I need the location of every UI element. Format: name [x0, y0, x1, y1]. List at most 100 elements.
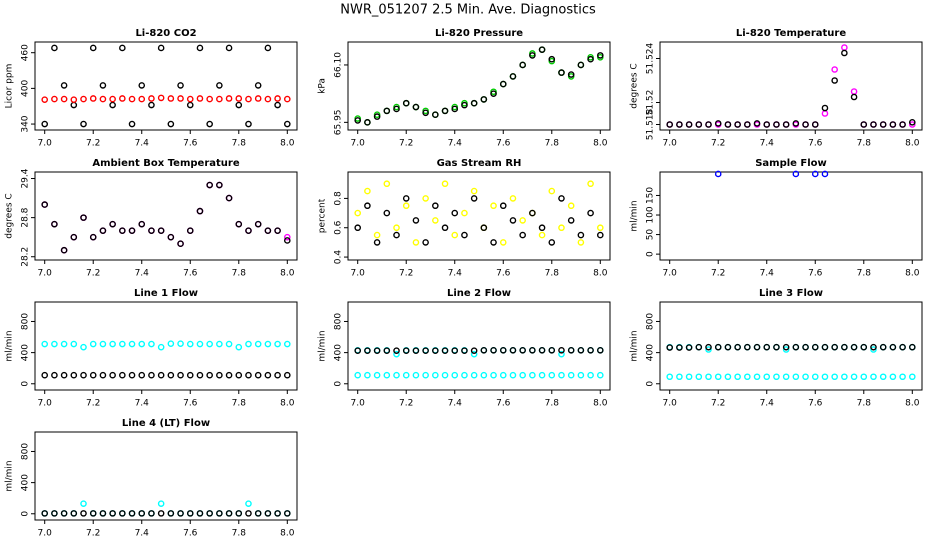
- data-point: [480, 371, 488, 379]
- y-axis-label: degrees C: [630, 63, 640, 108]
- data-point: [264, 371, 272, 379]
- data-point: [99, 340, 107, 348]
- data-point: [177, 95, 184, 102]
- data-point: [685, 373, 693, 381]
- data-point: [157, 94, 165, 102]
- data-point: [51, 95, 58, 103]
- data-point: [802, 343, 809, 351]
- data-point: [225, 371, 233, 379]
- data-point: [167, 510, 175, 517]
- data-point: [89, 340, 97, 348]
- y-axis-label: ml/min: [5, 330, 15, 361]
- y-tick-label: 800: [646, 313, 656, 330]
- y-tick-label: 0.4: [334, 250, 344, 265]
- data-point: [283, 510, 291, 517]
- data-point: [80, 214, 87, 221]
- data-point: [422, 371, 429, 379]
- data-point: [138, 95, 146, 103]
- y-axis-label: ml/min: [630, 330, 640, 361]
- data-point: [119, 44, 126, 52]
- data-point: [383, 209, 391, 217]
- plot-frame: [347, 301, 611, 391]
- y-tick-label: 0.8: [334, 191, 344, 206]
- data-point: [685, 344, 693, 351]
- data-point: [666, 373, 674, 381]
- data-point: [364, 202, 371, 210]
- plot-frame: [34, 41, 298, 131]
- data-point: [138, 340, 146, 348]
- data-point: [587, 209, 594, 217]
- data-point: [782, 373, 790, 381]
- data-point: [666, 121, 674, 128]
- data-point: [441, 224, 449, 232]
- data-point: [490, 202, 497, 210]
- data-point: [254, 220, 262, 228]
- data-point: [908, 373, 916, 381]
- data-point: [821, 373, 829, 381]
- x-tick-label: 7.8: [545, 269, 560, 279]
- data-point: [109, 340, 116, 348]
- x-tick-label: 7.8: [857, 399, 872, 409]
- y-axis-label: percent: [318, 198, 328, 233]
- y-tick-label: 150: [646, 187, 656, 204]
- data-point: [89, 510, 97, 517]
- data-point: [99, 371, 107, 379]
- data-point: [870, 346, 877, 353]
- data-point: [254, 371, 262, 379]
- data-point: [373, 113, 381, 120]
- data-point: [860, 121, 868, 128]
- data-point: [216, 181, 223, 189]
- data-point: [519, 217, 526, 224]
- data-point: [196, 340, 204, 348]
- data-point: [60, 246, 68, 254]
- y-tick-label: 0: [646, 381, 656, 387]
- data-point: [373, 231, 381, 239]
- data-point: [177, 82, 184, 89]
- data-point: [480, 346, 488, 354]
- data-point: [548, 55, 556, 63]
- data-point: [70, 233, 78, 241]
- data-point: [558, 69, 565, 76]
- data-point: [596, 224, 604, 232]
- data-point: [676, 373, 683, 381]
- x-tick-label: 7.8: [545, 139, 560, 149]
- y-tick-label: 400: [646, 344, 656, 361]
- data-point: [225, 510, 233, 517]
- y-tick-label: 800: [334, 313, 344, 330]
- data-point: [70, 96, 78, 103]
- panel-title: Li-820 CO2: [135, 28, 196, 39]
- data-point: [714, 373, 722, 381]
- data-point: [567, 71, 575, 78]
- data-point: [99, 227, 107, 234]
- x-tick-label: 7.0: [38, 269, 53, 279]
- data-point: [283, 120, 291, 128]
- x-tick-label: 7.8: [857, 269, 872, 279]
- data-point: [685, 121, 693, 128]
- data-point: [509, 346, 517, 354]
- data-point: [41, 201, 49, 208]
- data-point: [470, 347, 478, 354]
- panel-title: Li-820 Pressure: [435, 28, 523, 39]
- data-point: [587, 180, 594, 188]
- x-tick-label: 7.6: [808, 399, 823, 409]
- data-point: [99, 510, 107, 517]
- data-point: [567, 371, 575, 379]
- data-point: [138, 82, 146, 89]
- y-tick-label: 100: [646, 206, 656, 223]
- panel-title: Line 2 Flow: [447, 288, 511, 299]
- data-point: [157, 510, 165, 517]
- data-point: [558, 195, 565, 202]
- data-point: [870, 121, 877, 128]
- x-tick-label: 7.0: [351, 269, 366, 279]
- data-point: [596, 52, 604, 59]
- data-point: [216, 95, 223, 103]
- data-point: [773, 343, 780, 351]
- x-tick-label: 7.6: [183, 269, 198, 279]
- data-point: [60, 340, 68, 348]
- data-point: [245, 371, 252, 379]
- data-point: [451, 209, 459, 217]
- data-point: [870, 343, 877, 351]
- data-point: [714, 120, 722, 127]
- data-point: [245, 500, 252, 507]
- data-point: [235, 220, 243, 228]
